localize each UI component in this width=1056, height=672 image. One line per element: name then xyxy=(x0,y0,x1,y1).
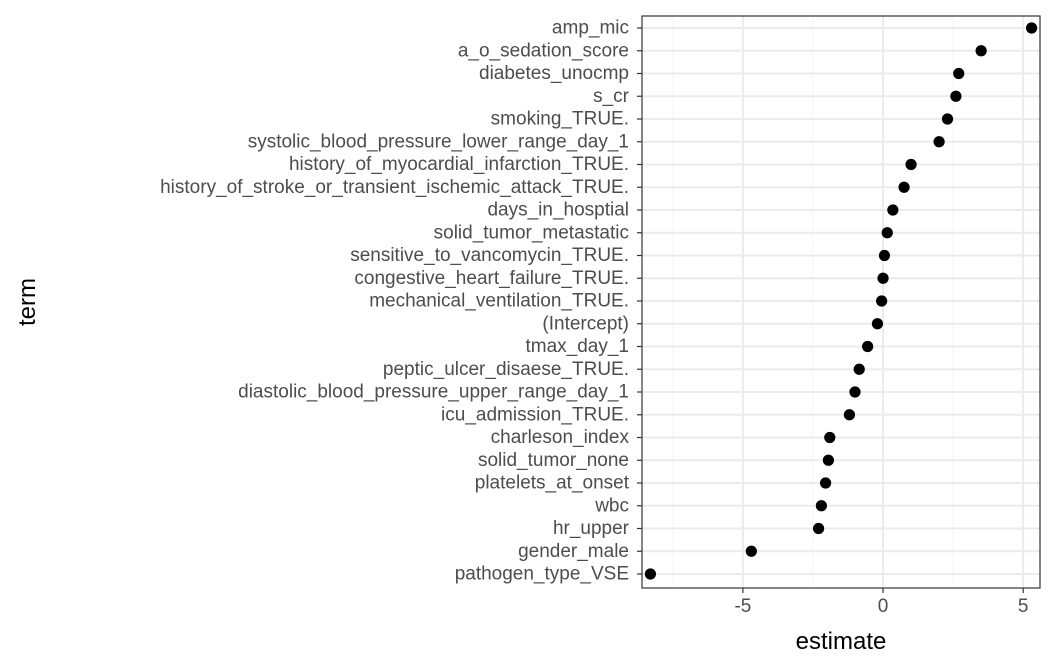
y-tick-label: tmax_day_1 xyxy=(525,336,629,357)
y-tick-label: a_o_sedation_score xyxy=(458,40,629,61)
y-tick-label: diastolic_blood_pressure_upper_range_day… xyxy=(238,382,629,403)
data-point xyxy=(815,500,827,512)
y-tick-label: solid_tumor_metastatic xyxy=(434,222,629,243)
data-point xyxy=(824,431,836,444)
y-axis: amp_mica_o_sedation_scorediabetes_unocmp… xyxy=(160,18,642,585)
y-tick-label: sensitive_to_vancomycin_TRUE. xyxy=(350,245,629,266)
y-tick-label: peptic_ulcer_disaese_TRUE. xyxy=(383,359,629,380)
data-point xyxy=(812,522,825,535)
y-tick-label: charleson_index xyxy=(491,427,630,448)
data-point xyxy=(871,318,884,330)
data-point xyxy=(878,249,891,262)
y-tick-label: hr_upper xyxy=(553,518,630,539)
x-axis-title: estimate xyxy=(796,628,887,655)
y-tick-label: diabetes_unocmp xyxy=(479,63,629,84)
y-axis-title: term xyxy=(14,278,41,326)
y-tick-label: amp_mic xyxy=(552,18,629,39)
x-tick-label: 0 xyxy=(878,596,889,617)
data-point xyxy=(843,409,856,421)
data-point xyxy=(887,204,899,216)
y-tick-label: congestive_heart_failure_TRUE. xyxy=(354,268,629,289)
y-tick-label: gender_male xyxy=(518,541,629,562)
data-point xyxy=(950,90,962,102)
y-tick-label: history_of_stroke_or_transient_ischemic_… xyxy=(160,177,629,198)
data-point xyxy=(644,568,657,580)
x-axis: -5 0 5 xyxy=(734,588,1028,617)
y-tick-label: s_cr xyxy=(593,86,630,107)
y-tick-label: icu_admission_TRUE. xyxy=(441,404,629,425)
data-point xyxy=(941,113,954,125)
data-point xyxy=(933,136,945,148)
data-point xyxy=(876,295,888,307)
data-point xyxy=(881,227,893,239)
y-tick-label: history_of_myocardial_infarction_TRUE. xyxy=(289,154,629,175)
panel-border xyxy=(641,15,1041,589)
x-tick-label: -5 xyxy=(734,596,751,617)
x-tick-label: 5 xyxy=(1018,596,1029,617)
data-point xyxy=(745,545,757,557)
data-point xyxy=(905,158,917,171)
data-point xyxy=(953,67,965,80)
data-point xyxy=(822,454,834,466)
y-tick-label: pathogen_type_VSE xyxy=(455,564,629,585)
data-point xyxy=(975,45,987,57)
y-tick-label: mechanical_ventilation_TRUE. xyxy=(369,291,629,312)
points-layer xyxy=(644,22,1038,580)
y-tick-label: (Intercept) xyxy=(542,313,629,334)
grid-layer xyxy=(642,16,1040,588)
data-point xyxy=(877,272,889,284)
data-point xyxy=(862,340,874,353)
data-point xyxy=(853,363,865,375)
data-point xyxy=(898,181,910,193)
y-tick-label: solid_tumor_none xyxy=(478,450,629,471)
y-tick-label: platelets_at_onset xyxy=(475,473,630,494)
y-tick-label: wbc xyxy=(594,495,629,516)
y-tick-label: days_in_hosptial xyxy=(487,200,629,221)
y-tick-label: systolic_blood_pressure_lower_range_day_… xyxy=(248,131,629,152)
y-tick-label: smoking_TRUE. xyxy=(491,109,629,130)
data-point xyxy=(1025,22,1038,34)
data-point xyxy=(849,386,861,398)
data-point xyxy=(819,477,832,489)
